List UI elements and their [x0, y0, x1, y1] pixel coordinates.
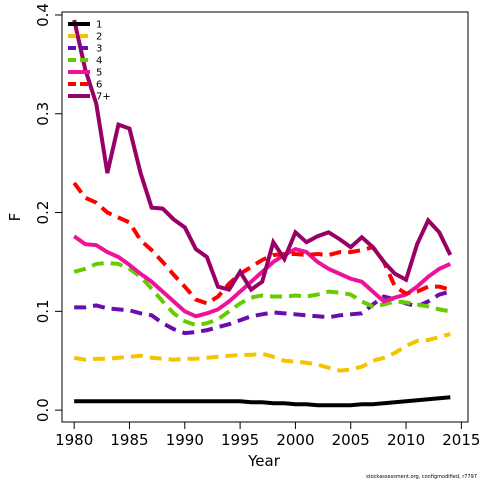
- legend-label: 5: [96, 68, 102, 79]
- series-line: [74, 289, 451, 336]
- series-line: [74, 395, 451, 408]
- x-tick-label: 1990: [166, 431, 204, 449]
- x-tick-label: 2010: [387, 431, 425, 449]
- x-tick-label: 1995: [221, 431, 259, 449]
- legend-label: 1: [96, 20, 102, 31]
- x-tick-label: 1985: [110, 431, 148, 449]
- series-line: [73, 332, 451, 373]
- series-line: [73, 234, 452, 319]
- x-tick-label: 2005: [332, 431, 370, 449]
- plot-frame: [61, 11, 469, 423]
- x-tick-label: 2000: [276, 431, 314, 449]
- series-line: [73, 260, 451, 328]
- legend-label: 4: [96, 56, 102, 67]
- legend-label: 6: [96, 80, 102, 91]
- legend-label: 2: [96, 32, 102, 43]
- legend-label: 7+: [96, 92, 111, 103]
- x-tick-label: 1980: [55, 431, 93, 449]
- footnote: stockassessment.org, configmodified, r77…: [366, 474, 477, 480]
- y-tick-label: 0.4: [34, 3, 52, 27]
- x-tick-label: 2015: [442, 431, 480, 449]
- series-line: [72, 19, 453, 293]
- x-axis-label: Year: [247, 452, 281, 470]
- y-tick-label: 0.2: [34, 201, 52, 225]
- series-line: [72, 181, 451, 306]
- y-tick-label: 0.1: [34, 299, 52, 323]
- y-tick-label: 0.0: [34, 398, 52, 422]
- y-axis-label: F: [6, 213, 24, 222]
- y-tick-label: 0.3: [34, 102, 52, 126]
- legend-label: 3: [96, 44, 102, 55]
